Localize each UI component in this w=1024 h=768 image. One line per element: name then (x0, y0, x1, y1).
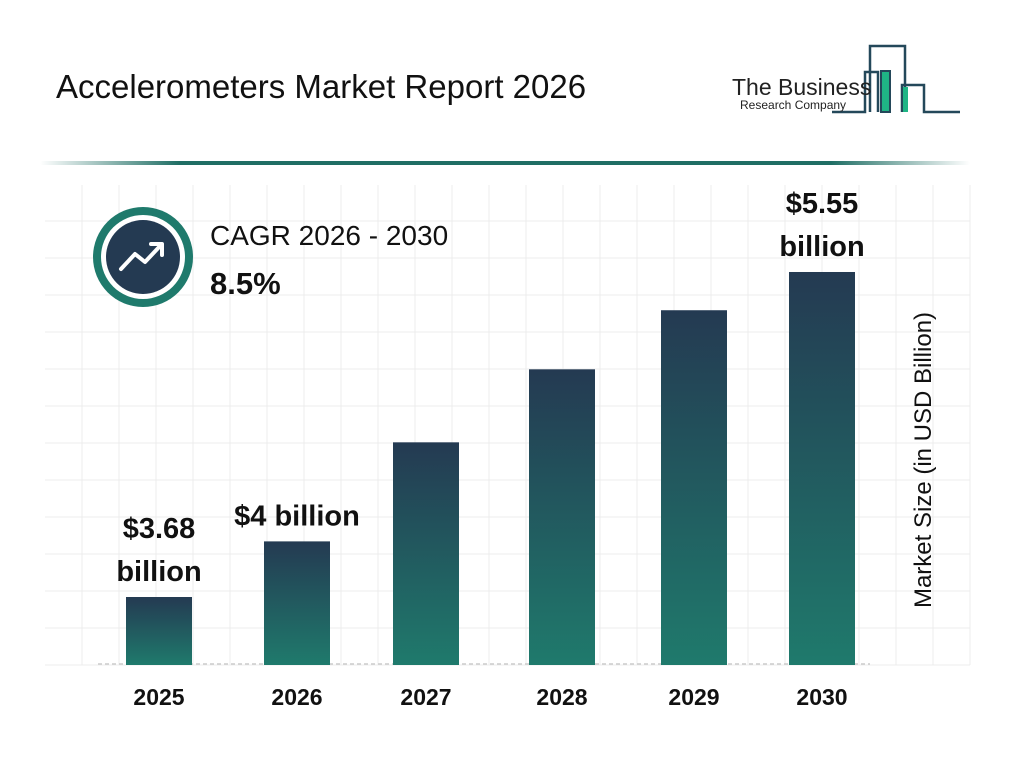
bar-2030 (789, 271, 855, 665)
header-divider (40, 161, 970, 165)
bar-2025 (126, 597, 192, 665)
page-title: Accelerometers Market Report 2026 (56, 68, 587, 105)
cagr-badge (93, 207, 193, 307)
cagr-value: 8.5% (210, 266, 281, 301)
x-tick-label-2028: 2028 (536, 684, 587, 710)
data-label-2026: $4 billion (234, 500, 360, 532)
x-tick-label-2025: 2025 (133, 684, 184, 710)
data-label-2025: $3.68 (123, 513, 196, 545)
trend-up-arrow-icon (119, 242, 164, 271)
x-tick-label-2026: 2026 (271, 684, 322, 710)
company-logo: The Business Research Company (720, 40, 970, 120)
bar-2029 (661, 310, 727, 665)
bar-2026 (264, 541, 330, 665)
x-tick-label-2029: 2029 (668, 684, 719, 710)
logo-text-line1: The Business (732, 74, 872, 100)
logo-text-line2: Research Company (740, 98, 847, 112)
x-tick-label-2030: 2030 (796, 684, 847, 710)
data-label-2030: $5.55 (786, 188, 859, 220)
bar-2028 (529, 369, 595, 665)
cagr-label: CAGR 2026 - 2030 (210, 220, 449, 251)
data-label-2025: billion (116, 556, 201, 588)
data-label-2030: billion (779, 231, 864, 263)
logo-buildings-icon (832, 44, 960, 114)
x-tick-label-2027: 2027 (400, 684, 451, 710)
y-axis-label: Market Size (in USD Billion) (910, 311, 937, 609)
bar-2027 (393, 442, 459, 665)
